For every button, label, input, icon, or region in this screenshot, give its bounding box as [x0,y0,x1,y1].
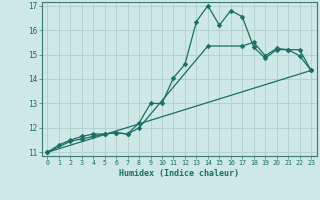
X-axis label: Humidex (Indice chaleur): Humidex (Indice chaleur) [119,169,239,178]
